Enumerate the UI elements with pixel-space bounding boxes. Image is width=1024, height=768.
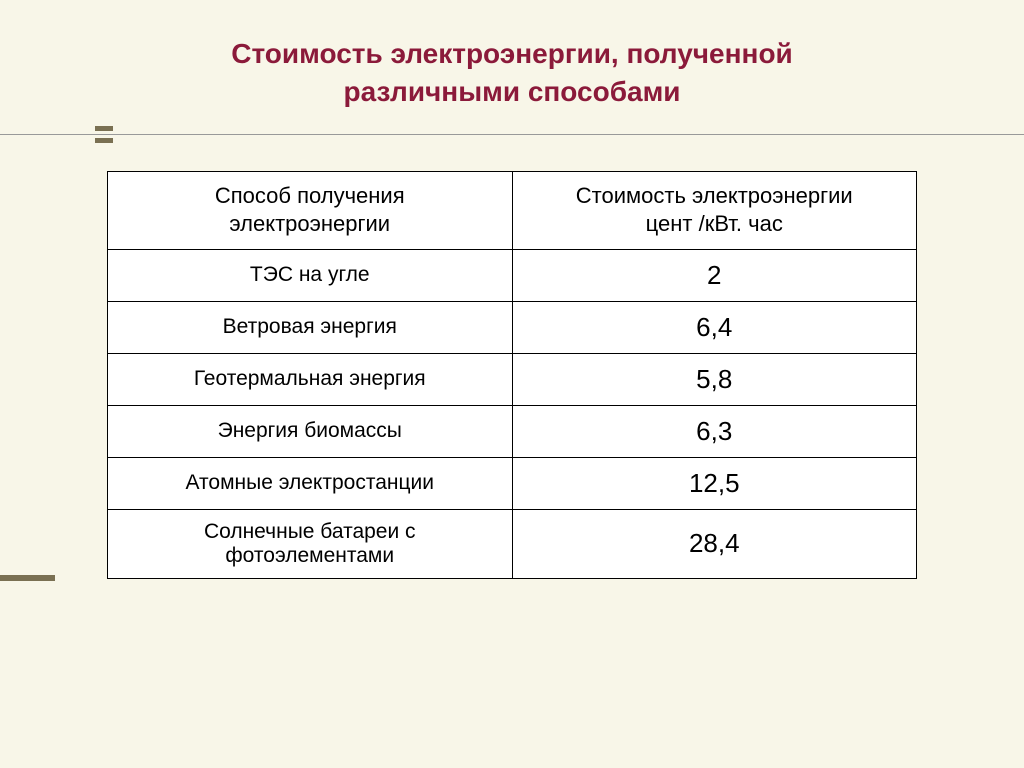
divider-line bbox=[0, 134, 1024, 135]
cell-method: Ветровая энергия bbox=[108, 301, 513, 353]
slide-title: Стоимость электроэнергии, полученной раз… bbox=[0, 35, 1024, 111]
table-header-row: Способ получения электроэнергии Стоимост… bbox=[108, 171, 917, 249]
cell-method-line1: Солнечные батареи с bbox=[204, 520, 416, 543]
table-row: Энергия биомассы 6,3 bbox=[108, 405, 917, 457]
title-line-1: Стоимость электроэнергии, полученной bbox=[231, 38, 793, 69]
slide-title-container: Стоимость электроэнергии, полученной раз… bbox=[0, 0, 1024, 116]
cell-method: Геотермальная энергия bbox=[108, 353, 513, 405]
cell-method-line2: фотоэлементами bbox=[225, 544, 394, 567]
cell-cost: 5,8 bbox=[512, 353, 917, 405]
header-method: Способ получения электроэнергии bbox=[108, 171, 513, 249]
cell-method: Солнечные батареи с фотоэлементами bbox=[108, 509, 513, 578]
header-method-line2: электроэнергии bbox=[229, 211, 390, 236]
header-method-line1: Способ получения bbox=[215, 183, 405, 208]
cell-cost: 2 bbox=[512, 249, 917, 301]
table-wrapper: Способ получения электроэнергии Стоимост… bbox=[0, 171, 1024, 579]
cell-method: Энергия биомассы bbox=[108, 405, 513, 457]
cell-cost: 28,4 bbox=[512, 509, 917, 578]
divider-tick-top bbox=[95, 126, 113, 131]
header-cost-line1: Стоимость электроэнергии bbox=[576, 183, 853, 208]
divider-tick-bottom bbox=[95, 138, 113, 143]
header-cost-line2: цент /кВт. час bbox=[646, 211, 783, 236]
cost-table: Способ получения электроэнергии Стоимост… bbox=[107, 171, 917, 579]
left-accent-bar bbox=[0, 575, 55, 581]
table-row: Ветровая энергия 6,4 bbox=[108, 301, 917, 353]
table-row: ТЭС на угле 2 bbox=[108, 249, 917, 301]
cell-cost: 12,5 bbox=[512, 457, 917, 509]
table-row: Атомные электростанции 12,5 bbox=[108, 457, 917, 509]
cell-method: Атомные электростанции bbox=[108, 457, 513, 509]
title-line-2: различными способами bbox=[343, 76, 680, 107]
header-cost: Стоимость электроэнергии цент /кВт. час bbox=[512, 171, 917, 249]
cell-cost: 6,3 bbox=[512, 405, 917, 457]
table-row: Солнечные батареи с фотоэлементами 28,4 bbox=[108, 509, 917, 578]
cell-method: ТЭС на угле bbox=[108, 249, 513, 301]
cell-cost: 6,4 bbox=[512, 301, 917, 353]
table-row: Геотермальная энергия 5,8 bbox=[108, 353, 917, 405]
